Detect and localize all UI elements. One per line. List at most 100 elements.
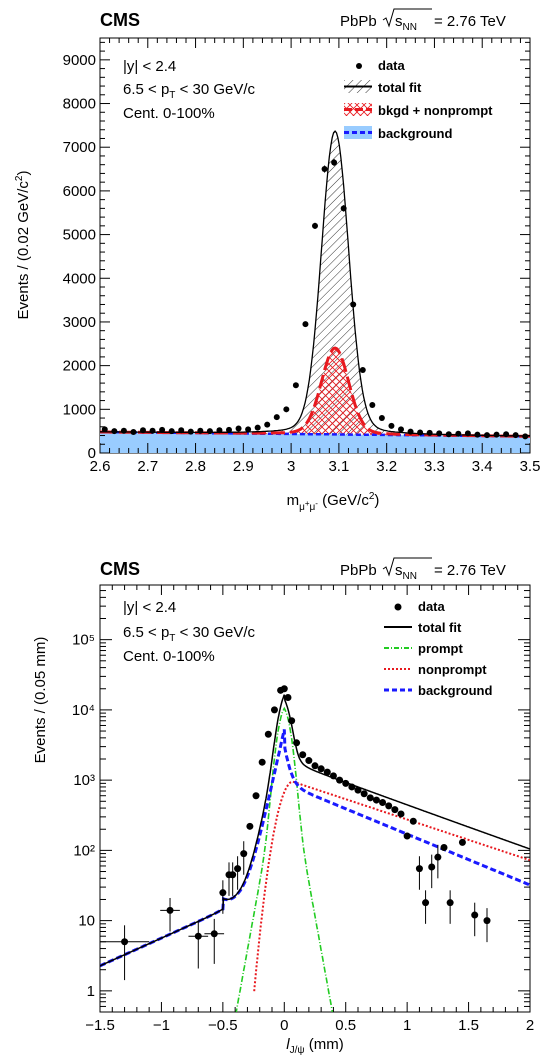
x-tick-label: 1 bbox=[403, 1017, 411, 1034]
data-point bbox=[397, 810, 405, 818]
x-tick-label: 2.8 bbox=[185, 458, 206, 475]
data-point bbox=[312, 222, 318, 229]
data-point bbox=[398, 426, 404, 433]
data-point bbox=[434, 853, 442, 861]
legend-marker-data bbox=[394, 603, 402, 611]
x-tick-label: 3.1 bbox=[328, 458, 349, 475]
energy-value: = 2.76 TeV bbox=[434, 13, 506, 30]
data-point bbox=[216, 427, 223, 434]
data-point bbox=[474, 431, 481, 438]
legend-marker-data bbox=[356, 63, 362, 69]
data-point bbox=[348, 783, 356, 791]
data-point bbox=[342, 779, 350, 787]
sqrt-s: sNN bbox=[395, 13, 417, 33]
nonprompt-line bbox=[100, 346, 530, 438]
x-tick-label: 3 bbox=[287, 458, 295, 475]
data-point bbox=[458, 838, 466, 846]
data-point bbox=[305, 757, 313, 765]
y-tick-label: 8000 bbox=[63, 96, 96, 113]
y-tick-label: 10³ bbox=[73, 772, 95, 789]
data-point bbox=[350, 301, 357, 308]
data-point bbox=[273, 414, 280, 421]
legend-bottom: data total fit prompt nonprompt backgrou… bbox=[384, 599, 492, 698]
data-point bbox=[331, 159, 338, 166]
data-point bbox=[140, 427, 146, 434]
background-curve bbox=[100, 729, 530, 968]
data-point bbox=[379, 799, 387, 807]
annotation-pt: 6.5 < pT < 30 GeV/c bbox=[123, 81, 256, 101]
x-tick-label: 0 bbox=[280, 1017, 288, 1034]
total-fit-curve bbox=[100, 694, 530, 967]
x-axis-ticks-bottom: −1.5 −1 −0.5 0 0.5 1 1.5 2 bbox=[85, 585, 534, 1034]
legend-label-data: data bbox=[378, 58, 406, 73]
data-point bbox=[372, 796, 380, 804]
data-point bbox=[302, 321, 309, 328]
data-point bbox=[323, 768, 331, 776]
data-point bbox=[446, 899, 454, 907]
data-point bbox=[194, 932, 202, 940]
data-point bbox=[417, 429, 424, 436]
data-point bbox=[436, 430, 443, 437]
data-point bbox=[340, 205, 347, 212]
data-point bbox=[311, 762, 319, 770]
data-point bbox=[159, 426, 166, 433]
data-point bbox=[329, 772, 337, 780]
legend-label-prompt: prompt bbox=[418, 641, 463, 656]
data-point bbox=[428, 863, 436, 871]
data-point bbox=[403, 832, 411, 840]
collision-label-bottom: PbPb bbox=[340, 562, 377, 579]
x-tick-label: 3.5 bbox=[520, 458, 541, 475]
data-point bbox=[270, 706, 278, 714]
data-point bbox=[471, 911, 479, 919]
energy-label-bottom: PbPb sNN = 2.76 TeV bbox=[340, 557, 506, 582]
data-point bbox=[293, 739, 301, 747]
y-tick-label: 4000 bbox=[63, 270, 96, 287]
data-point bbox=[366, 794, 374, 802]
background-fill bbox=[100, 432, 530, 453]
data-point bbox=[130, 429, 137, 436]
data-point bbox=[445, 431, 452, 438]
data-point bbox=[219, 889, 227, 897]
legend-label-background: background bbox=[418, 683, 492, 698]
data-point bbox=[280, 685, 288, 693]
data-point bbox=[264, 421, 271, 428]
data-point bbox=[178, 427, 185, 434]
y-tick-label: 7000 bbox=[63, 139, 96, 156]
y-tick-label: 1000 bbox=[63, 401, 96, 418]
annotation-pt: 6.5 < pT < 30 GeV/c bbox=[123, 624, 256, 644]
data-point bbox=[299, 751, 307, 759]
data-point bbox=[166, 906, 174, 914]
y-axis-label-top: Events / (0.02 GeV/c2) bbox=[14, 171, 32, 320]
x-tick-label: 1.5 bbox=[458, 1017, 479, 1034]
data-point bbox=[264, 730, 272, 738]
data-point bbox=[354, 786, 362, 794]
x-tick-label: 3.3 bbox=[424, 458, 445, 475]
legend-label-background: background bbox=[378, 126, 452, 141]
data-point bbox=[252, 792, 260, 800]
data-point bbox=[283, 406, 290, 413]
annotation-rapidity: |y| < 2.4 bbox=[123, 599, 176, 616]
data-point bbox=[120, 427, 127, 434]
data-point bbox=[229, 871, 237, 879]
y-tick-label: 2000 bbox=[63, 358, 96, 375]
data-point bbox=[258, 758, 266, 766]
data-point bbox=[455, 430, 462, 437]
data-point bbox=[235, 425, 242, 432]
annotations-bottom: |y| < 2.4 6.5 < pT < 30 GeV/c Cent. 0-10… bbox=[123, 599, 256, 665]
nonprompt-hatch bbox=[100, 348, 530, 437]
x-axis-label-bottom: lJ/ψ (mm) bbox=[286, 1036, 343, 1056]
plot-area-top bbox=[100, 130, 531, 453]
x-tick-label: 2.9 bbox=[233, 458, 254, 475]
annotation-rapidity: |y| < 2.4 bbox=[123, 58, 176, 75]
data-point bbox=[484, 432, 490, 439]
data-point bbox=[101, 426, 108, 433]
legend-label-data: data bbox=[418, 599, 446, 614]
data-point bbox=[483, 917, 491, 925]
y-tick-label: 10² bbox=[73, 842, 95, 859]
total-fit-hatch bbox=[100, 131, 530, 437]
data-point bbox=[378, 415, 385, 422]
x-tick-label: 3.4 bbox=[472, 458, 493, 475]
plot-frame-bottom bbox=[99, 584, 531, 1013]
y-tick-label: 1 bbox=[87, 983, 95, 1000]
